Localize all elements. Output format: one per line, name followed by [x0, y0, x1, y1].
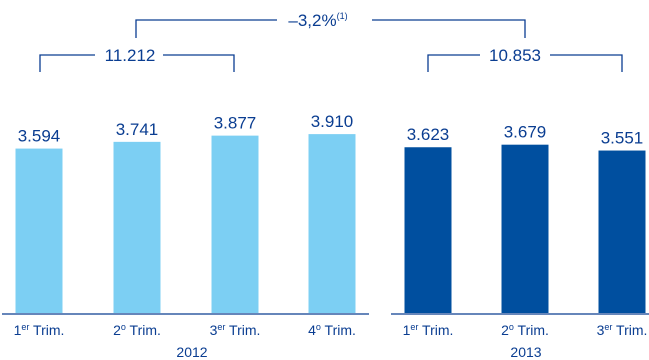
value-label: 3.877 — [214, 114, 257, 133]
value-label: 3.741 — [116, 120, 159, 139]
sum-2012-label: 11.212 — [105, 46, 156, 65]
value-label: 3.594 — [18, 127, 61, 146]
year-label: 2012 — [176, 344, 207, 360]
bar — [598, 150, 646, 313]
value-label: 3.551 — [601, 129, 644, 148]
bar — [113, 141, 161, 313]
category-label: 3er Trim. — [597, 322, 648, 338]
sum-2013-bracket-left — [427, 54, 480, 72]
sum-2013-label: 10.853 — [489, 46, 541, 65]
sum-2012-bracket-left — [39, 54, 95, 72]
category-label: 3er Trim. — [210, 322, 261, 338]
value-label: 3.679 — [504, 123, 547, 142]
category-label: 1er Trim. — [14, 322, 65, 338]
value-label: 3.910 — [311, 112, 354, 131]
change-label: –3,2%(1) — [288, 11, 347, 30]
category-label: 4o Trim. — [308, 322, 356, 338]
change-bracket-left — [135, 19, 277, 38]
value-label: 3.623 — [407, 125, 450, 144]
change-bracket-right — [372, 19, 526, 38]
sum-2013-bracket-right — [550, 54, 623, 72]
bar — [501, 144, 549, 313]
sum-2012-bracket-right — [163, 54, 235, 72]
category-label: 2o Trim. — [501, 322, 549, 338]
bar — [211, 135, 259, 313]
bar — [308, 134, 356, 313]
year-label: 2013 — [510, 344, 541, 360]
category-label: 1er Trim. — [403, 322, 454, 338]
category-label: 2o Trim. — [113, 322, 161, 338]
bar — [15, 148, 63, 313]
bar — [404, 147, 452, 313]
